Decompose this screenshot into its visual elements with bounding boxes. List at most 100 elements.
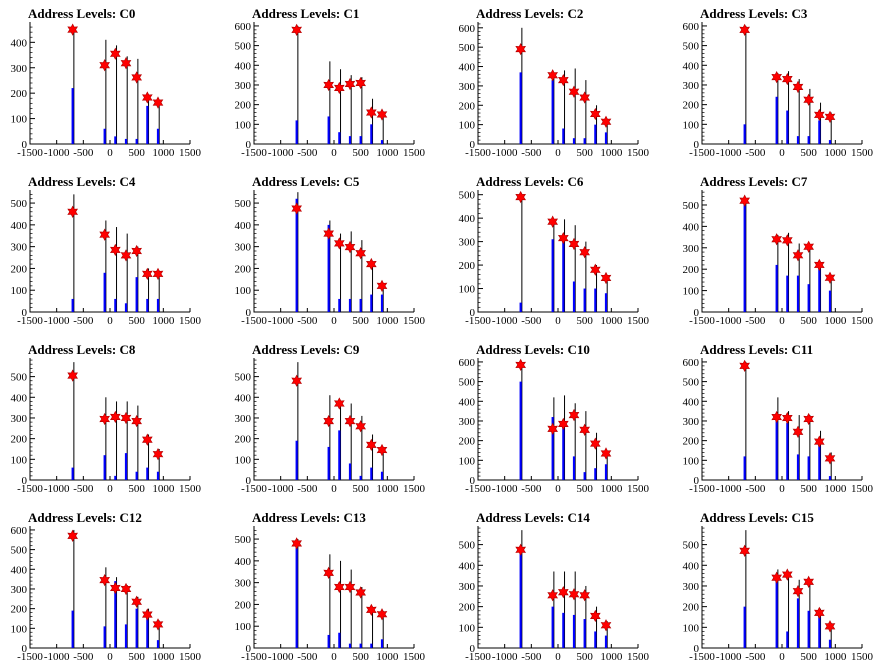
x-tick-label: 1500 xyxy=(179,651,202,663)
y-tick-label: 300 xyxy=(11,242,28,254)
y-tick-label: 500 xyxy=(235,534,252,546)
peak-marker xyxy=(291,23,302,37)
y-tick-label: 500 xyxy=(235,41,252,53)
peak-marker xyxy=(547,589,558,602)
peak-marker xyxy=(120,249,132,262)
y-tick-label: 400 xyxy=(235,556,252,568)
y-tick-label: 200 xyxy=(11,263,28,275)
chart-title: Address Levels: C0 xyxy=(28,6,136,21)
y-tick-label: 400 xyxy=(459,62,476,74)
y-tick-label: 500 xyxy=(683,200,700,212)
x-tick-label: -1000 xyxy=(492,147,518,159)
y-tick-label: 400 xyxy=(235,220,252,232)
peak-marker xyxy=(323,566,334,579)
y-tick-label: 200 xyxy=(235,263,252,275)
x-tick-label: -500 xyxy=(297,315,318,327)
y-tick-label: 0 xyxy=(694,307,700,319)
peak-marker xyxy=(590,609,601,623)
x-tick-label: 0 xyxy=(331,147,337,159)
x-tick-label: 1000 xyxy=(824,147,847,159)
chart-title: Address Levels: C3 xyxy=(700,6,808,21)
histogram-plot: 0 100 200 300 400 500 600 -1500 -1000 -500 0 500 100… xyxy=(459,22,650,159)
x-tick-label: -1000 xyxy=(716,315,742,327)
x-tick-label: -1000 xyxy=(268,651,294,663)
peak-marker xyxy=(152,618,164,631)
peak-marker xyxy=(366,257,377,271)
peak-marker xyxy=(803,240,814,253)
peak-marker xyxy=(344,580,356,594)
y-tick-label: 200 xyxy=(683,602,700,614)
x-tick-label: -1000 xyxy=(44,147,70,159)
x-tick-label: 1500 xyxy=(627,147,650,159)
x-tick-label: 0 xyxy=(779,147,785,159)
chart-title: Address Levels: C6 xyxy=(476,174,584,189)
x-tick-label: 0 xyxy=(107,147,113,159)
peak-marker xyxy=(803,93,814,106)
peak-marker xyxy=(568,408,580,422)
x-tick-label: -1500 xyxy=(465,147,491,159)
y-tick-label: 300 xyxy=(683,416,700,428)
peak-marker xyxy=(334,580,345,594)
y-tick-label: 600 xyxy=(459,23,476,35)
peak-marker xyxy=(515,42,526,56)
peak-marker xyxy=(110,47,121,60)
peak-marker xyxy=(547,422,558,435)
peak-marker xyxy=(803,575,814,588)
peak-marker xyxy=(334,397,345,410)
x-tick-label: 500 xyxy=(800,315,817,327)
axes-frame xyxy=(701,22,862,145)
peak-marker xyxy=(771,233,782,246)
x-tick-label: -1000 xyxy=(44,483,70,495)
y-tick-label: 500 xyxy=(459,377,476,389)
x-tick-label: -1000 xyxy=(268,315,294,327)
y-tick-label: 300 xyxy=(683,581,700,593)
peak-marker xyxy=(152,96,164,109)
x-tick-label: -500 xyxy=(297,147,318,159)
x-tick-label: -1500 xyxy=(689,483,715,495)
y-tick-label: 300 xyxy=(683,243,700,255)
x-tick-label: 0 xyxy=(331,483,337,495)
axes-frame xyxy=(29,22,190,145)
x-tick-label: -500 xyxy=(297,651,318,663)
peak-marker xyxy=(131,595,142,608)
x-tick-label: -1500 xyxy=(17,483,43,495)
y-tick-label: 100 xyxy=(11,623,28,635)
y-tick-label: 200 xyxy=(459,100,476,112)
peak-marker xyxy=(131,414,142,428)
peak-marker xyxy=(515,543,526,556)
y-tick-label: 100 xyxy=(459,120,476,132)
y-tick-label: 100 xyxy=(459,284,476,296)
x-tick-label: 1500 xyxy=(851,483,874,495)
chart-panel: 0 100 200 300 400 500 600 -1500 -1000 -500 0 500 100… xyxy=(672,0,896,168)
x-tick-label: 500 xyxy=(352,651,369,663)
y-tick-label: 600 xyxy=(11,525,28,537)
chart-panel: 0 100 200 300 400 500 -1500 -1000 -500 0 500 1000 15… xyxy=(448,168,672,336)
peak-marker xyxy=(568,588,580,601)
axes-frame xyxy=(253,22,414,145)
histogram-plot: 0 100 200 300 400 500 -1500 -1000 -500 0 500 1000 15… xyxy=(683,526,874,663)
axes-frame xyxy=(253,526,414,649)
y-tick-label: 100 xyxy=(683,622,700,634)
peak-marker xyxy=(579,423,590,436)
y-tick-label: 100 xyxy=(235,119,252,131)
x-tick-label: -1000 xyxy=(268,483,294,495)
histogram-plot: 0 100 200 300 400 500 -1500 -1000 -500 0 500 1000 15… xyxy=(235,190,426,327)
x-tick-label: 500 xyxy=(576,483,593,495)
y-tick-label: 0 xyxy=(22,307,28,319)
x-tick-label: -500 xyxy=(73,315,94,327)
peak-marker xyxy=(110,410,121,424)
peak-marker xyxy=(568,85,580,98)
y-tick-label: 400 xyxy=(11,392,28,404)
peak-marker xyxy=(590,437,601,450)
x-tick-label: 500 xyxy=(128,147,145,159)
y-tick-label: 100 xyxy=(235,285,252,297)
y-tick-label: 300 xyxy=(459,581,476,593)
x-tick-label: -1500 xyxy=(17,147,43,159)
y-tick-label: 100 xyxy=(459,455,476,467)
peak-marker xyxy=(323,414,334,428)
peak-marker xyxy=(782,411,793,425)
peak-marker xyxy=(99,59,110,72)
x-tick-label: 1000 xyxy=(152,651,175,663)
axes-frame xyxy=(477,526,638,649)
peak-marker xyxy=(376,443,388,457)
